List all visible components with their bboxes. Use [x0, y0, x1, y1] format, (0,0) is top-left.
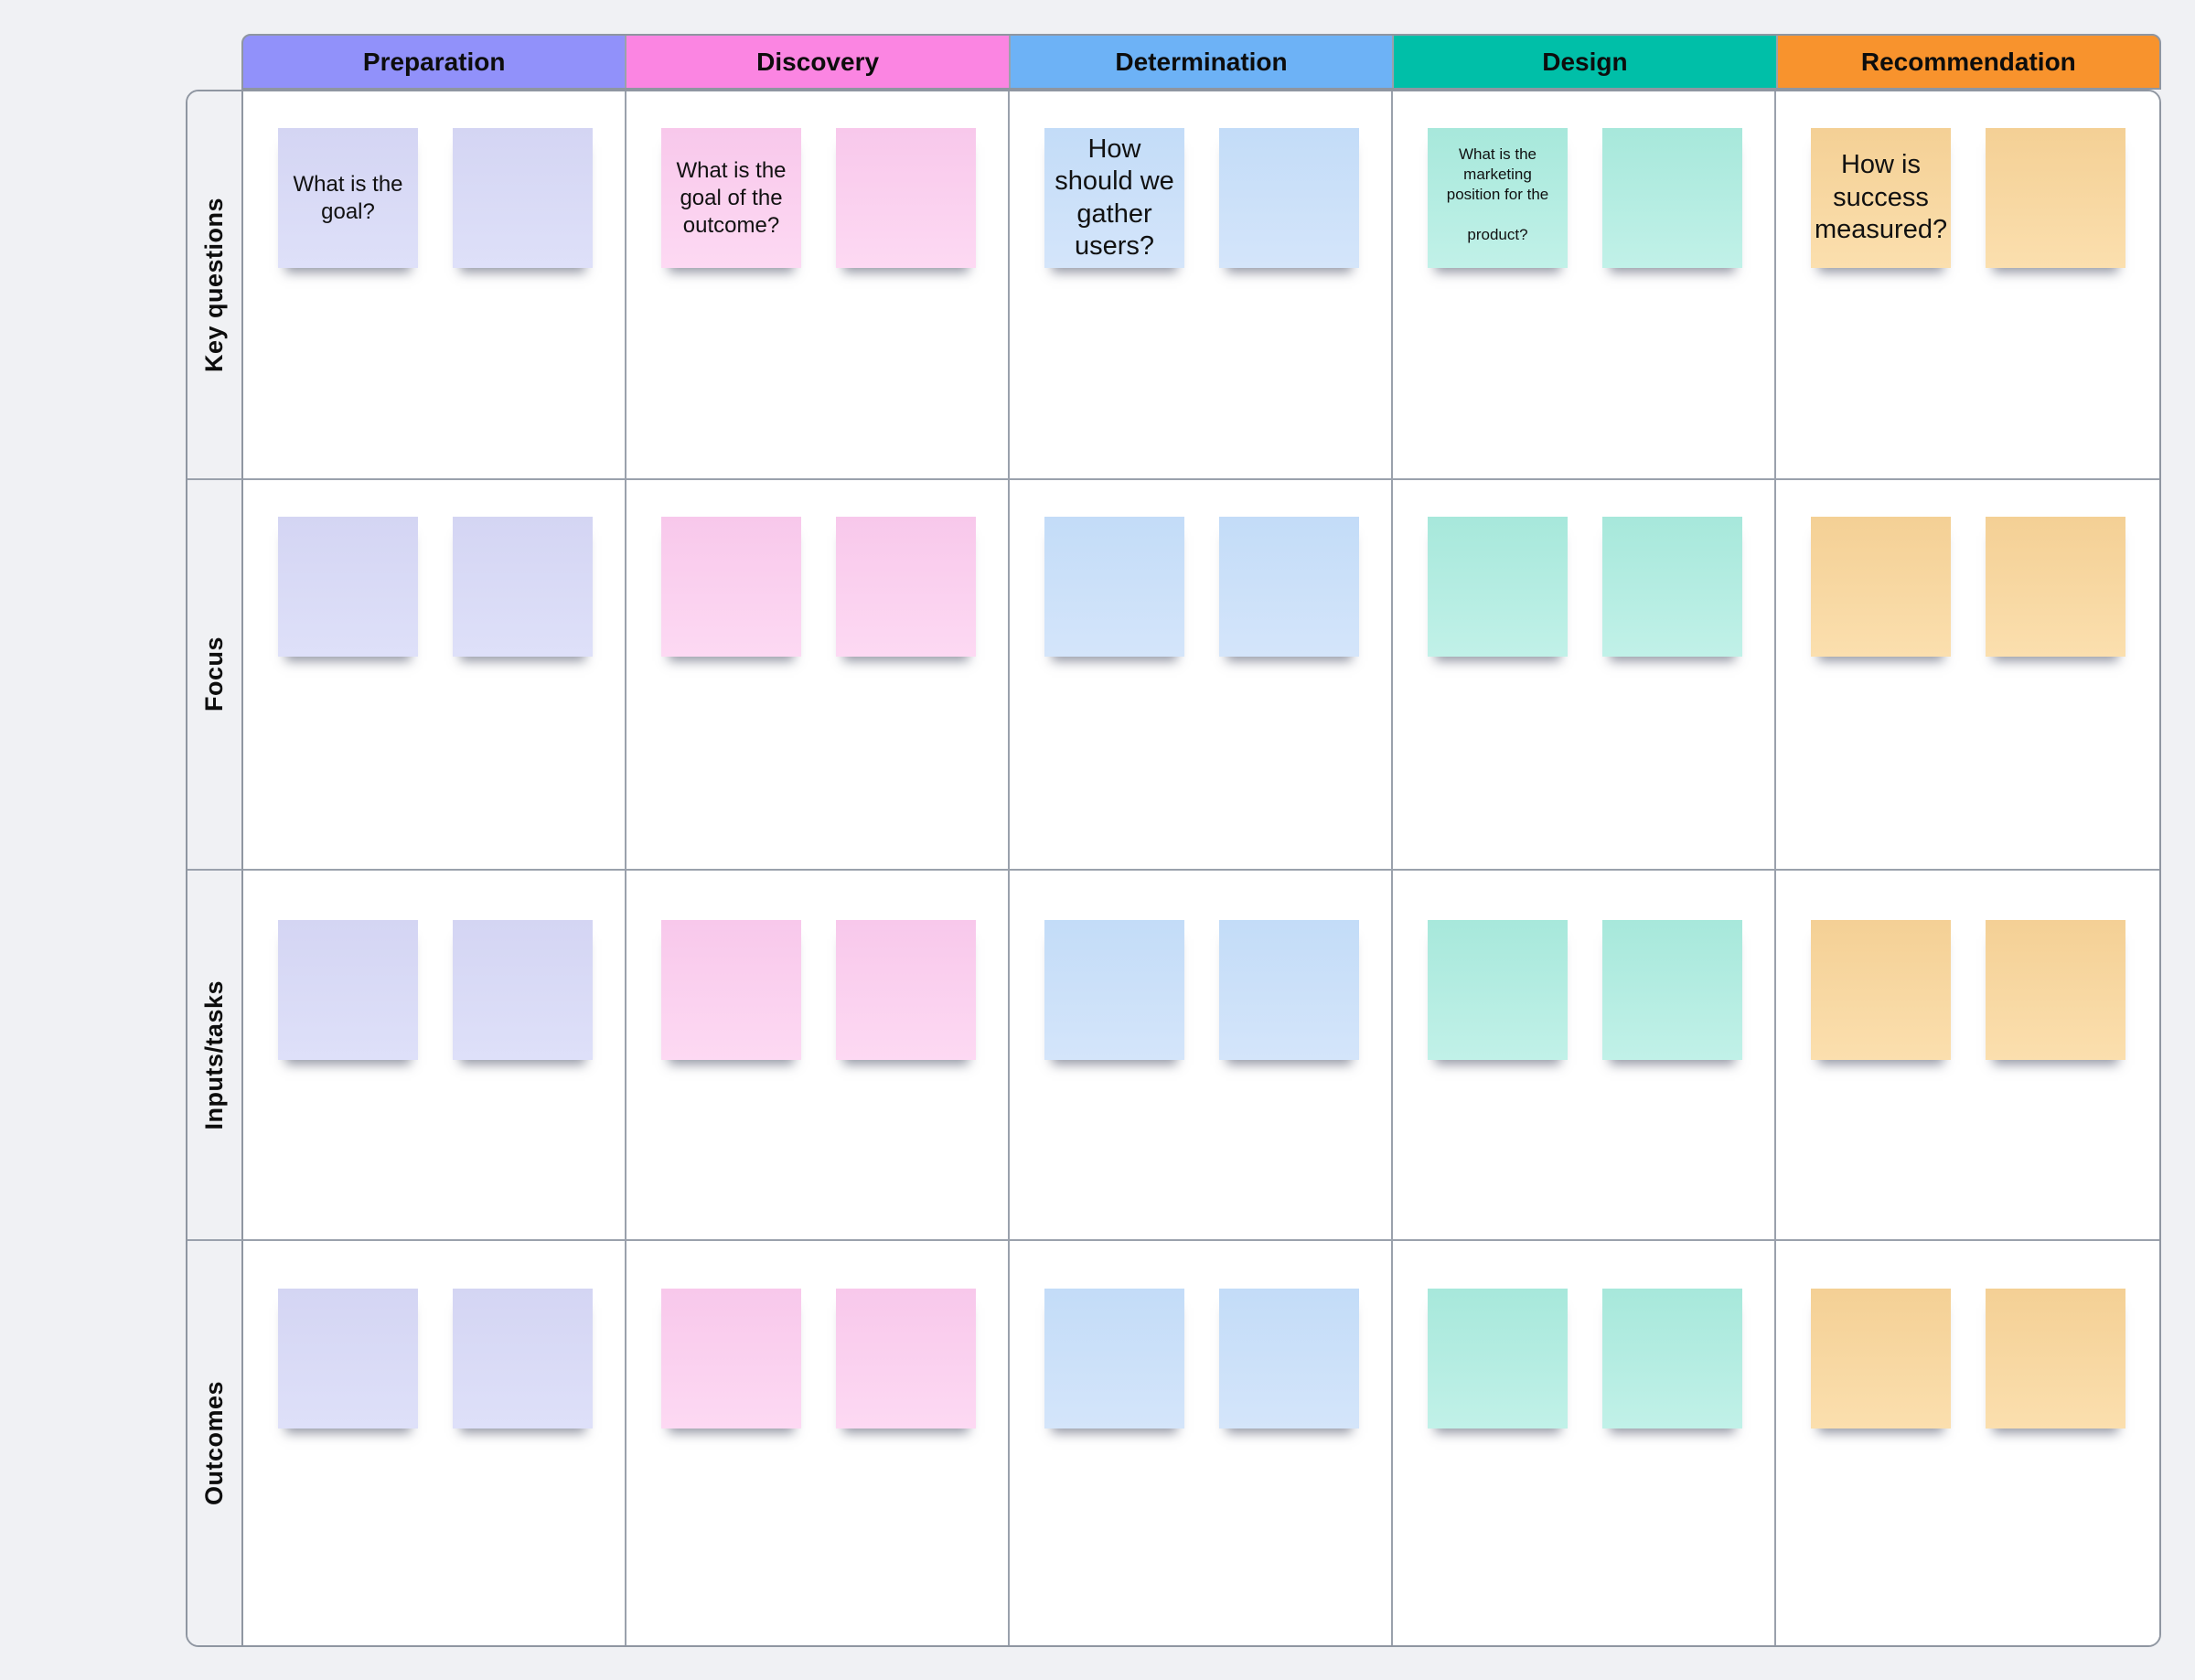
sticky-note-preparation-focus-1[interactable] [278, 517, 418, 657]
column-header-recommendation[interactable]: Recommendation [1777, 36, 2159, 88]
sticky-note-recommendation-key-questions-2[interactable] [1986, 128, 2125, 268]
sticky-note-determination-key-questions-2[interactable] [1219, 128, 1359, 268]
sticky-note-discovery-outcomes-1[interactable] [661, 1289, 801, 1429]
cell-focus-discovery [626, 480, 1010, 871]
sticky-note-recommendation-inputs-tasks-1[interactable] [1811, 920, 1951, 1060]
row-label-text: Focus [200, 637, 228, 712]
cell-focus-determination [1010, 480, 1393, 871]
planning-matrix-table: Key questions What is the goal? What is th… [186, 90, 2161, 1647]
sticky-note-recommendation-focus-2[interactable] [1986, 517, 2125, 657]
sticky-note-determination-outcomes-1[interactable] [1044, 1289, 1184, 1429]
cell-focus-recommendation [1776, 480, 2159, 871]
sticky-note-preparation-outcomes-2[interactable] [453, 1289, 593, 1429]
sticky-note-text: How should we gather users? [1055, 134, 1174, 261]
sticky-note-text: What is the goal? [293, 171, 403, 224]
sticky-note-preparation-inputs-tasks-2[interactable] [453, 920, 593, 1060]
sticky-note-preparation-focus-2[interactable] [453, 517, 593, 657]
sticky-note-recommendation-focus-1[interactable] [1811, 517, 1951, 657]
cell-focus-preparation [243, 480, 626, 871]
row-label-text: Key questions [200, 197, 228, 373]
row-label-text: Inputs/tasks [200, 979, 228, 1130]
cell-inputs-tasks-determination [1010, 871, 1393, 1241]
sticky-note-discovery-inputs-tasks-1[interactable] [661, 920, 801, 1060]
sticky-note-design-focus-2[interactable] [1602, 517, 1742, 657]
sticky-note-design-outcomes-1[interactable] [1428, 1289, 1568, 1429]
cell-outcomes-recommendation [1776, 1241, 2159, 1645]
sticky-note-design-inputs-tasks-2[interactable] [1602, 920, 1742, 1060]
sticky-note-discovery-key-questions-1[interactable]: What is the goal of the outcome? [661, 128, 801, 268]
sticky-note-discovery-focus-2[interactable] [836, 517, 976, 657]
row-label-key-questions[interactable]: Key questions [187, 91, 243, 480]
cell-outcomes-design [1393, 1241, 1776, 1645]
sticky-note-determination-focus-2[interactable] [1219, 517, 1359, 657]
cell-inputs-tasks-discovery [626, 871, 1010, 1241]
cell-key-questions-recommendation: How is success measured? [1776, 91, 2159, 480]
sticky-note-recommendation-key-questions-1[interactable]: How is success measured? [1811, 128, 1951, 268]
column-header-row: Preparation Discovery Determination Design R… [241, 34, 2161, 90]
cell-outcomes-discovery [626, 1241, 1010, 1645]
cell-outcomes-preparation [243, 1241, 626, 1645]
sticky-note-determination-focus-1[interactable] [1044, 517, 1184, 657]
cell-inputs-tasks-recommendation [1776, 871, 2159, 1241]
cell-inputs-tasks-preparation [243, 871, 626, 1241]
row-label-inputs-tasks[interactable]: Inputs/tasks [187, 871, 243, 1241]
sticky-note-preparation-key-questions-1[interactable]: What is the goal? [278, 128, 418, 268]
sticky-note-discovery-key-questions-2[interactable] [836, 128, 976, 268]
sticky-note-recommendation-outcomes-2[interactable] [1986, 1289, 2125, 1429]
sticky-note-design-key-questions-2[interactable] [1602, 128, 1742, 268]
sticky-note-determination-key-questions-1[interactable]: How should we gather users? [1044, 128, 1184, 268]
sticky-note-text: What is the goal of the outcome? [676, 157, 787, 238]
cell-key-questions-determination: How should we gather users? [1010, 91, 1393, 480]
column-header-design[interactable]: Design [1394, 36, 1778, 88]
cell-key-questions-preparation: What is the goal? [243, 91, 626, 480]
sticky-note-recommendation-outcomes-1[interactable] [1811, 1289, 1951, 1429]
sticky-note-text: How is success measured? [1815, 150, 1948, 245]
row-label-text: Outcomes [200, 1380, 228, 1506]
cell-outcomes-determination [1010, 1241, 1393, 1645]
sticky-note-design-focus-1[interactable] [1428, 517, 1568, 657]
sticky-note-determination-inputs-tasks-2[interactable] [1219, 920, 1359, 1060]
cell-inputs-tasks-design [1393, 871, 1776, 1241]
sticky-note-discovery-inputs-tasks-2[interactable] [836, 920, 976, 1060]
row-label-outcomes[interactable]: Outcomes [187, 1241, 243, 1645]
sticky-note-preparation-inputs-tasks-1[interactable] [278, 920, 418, 1060]
sticky-note-design-inputs-tasks-1[interactable] [1428, 920, 1568, 1060]
sticky-note-preparation-outcomes-1[interactable] [278, 1289, 418, 1429]
cell-key-questions-discovery: What is the goal of the outcome? [626, 91, 1010, 480]
sticky-note-recommendation-inputs-tasks-2[interactable] [1986, 920, 2125, 1060]
column-header-preparation[interactable]: Preparation [243, 36, 627, 88]
sticky-note-design-outcomes-2[interactable] [1602, 1289, 1742, 1429]
column-header-discovery[interactable]: Discovery [626, 36, 1011, 88]
column-header-determination[interactable]: Determination [1010, 36, 1395, 88]
sticky-note-design-key-questions-1[interactable]: What is the marketing position for the p… [1428, 128, 1568, 268]
sticky-note-discovery-outcomes-2[interactable] [836, 1289, 976, 1429]
sticky-note-determination-outcomes-2[interactable] [1219, 1289, 1359, 1429]
sticky-note-discovery-focus-1[interactable] [661, 517, 801, 657]
row-label-focus[interactable]: Focus [187, 480, 243, 871]
sticky-note-text: What is the marketing position for the p… [1446, 145, 1549, 244]
cell-key-questions-design: What is the marketing position for the p… [1393, 91, 1776, 480]
cell-focus-design [1393, 480, 1776, 871]
sticky-note-preparation-key-questions-2[interactable] [453, 128, 593, 268]
sticky-note-determination-inputs-tasks-1[interactable] [1044, 920, 1184, 1060]
